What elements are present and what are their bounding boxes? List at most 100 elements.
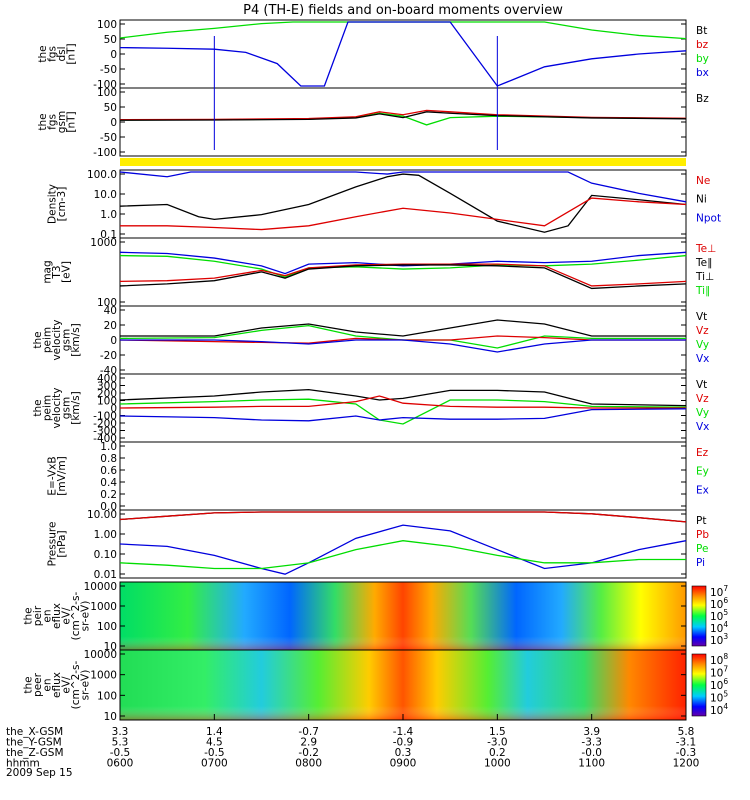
- legend-entry: Ex: [696, 484, 709, 496]
- y-tick-label: -50: [100, 64, 117, 76]
- chart-title: P4 (TH-E) fields and on-board moments ov…: [243, 3, 563, 18]
- y-axis-label-line: peim: [42, 395, 54, 421]
- x-axis-tick-label: 0900: [390, 758, 417, 770]
- y-axis-label-line: [eV]: [61, 261, 73, 283]
- y-axis-label-line: (cm^2-s-: [70, 591, 82, 640]
- x-axis-tick-label: 1.5: [489, 726, 506, 738]
- y-axis-label-line: [nPa]: [56, 530, 68, 557]
- x-axis-tick-label: -0.5: [204, 747, 225, 759]
- legend-entry: Te⊥: [695, 243, 716, 255]
- y-tick-label: 0: [110, 49, 117, 61]
- legend-entry: Ey: [696, 466, 709, 478]
- y-tick-label: 0.4: [100, 477, 117, 489]
- plot-frame: [119, 19, 687, 89]
- y-tick-label: 0.01: [94, 569, 117, 581]
- legend-entry: Npot: [696, 212, 721, 224]
- panel-pressure: 10.00 1.00 0.10 0.01 Pressure[nPa] Pt Pb Pe Pi: [46, 509, 709, 581]
- x-axis-tick-label: 0600: [107, 758, 134, 770]
- series-line: [119, 173, 687, 233]
- legend-entry: Pe: [696, 543, 708, 555]
- y-tick-label: 100.0: [87, 169, 117, 181]
- x-axis-labels: the_X-GSM 3.3 1.4 -0.7 -1.4 1.5 3.9 5.8 the_Y-GS…: [6, 714, 699, 770]
- y-axis-label: E=-VxB[mV/m]: [46, 456, 68, 495]
- y-tick-label: 100: [97, 87, 117, 99]
- x-axis-row-label: the_X-GSM: [6, 726, 63, 738]
- y-axis-label-line: Pressure: [46, 522, 58, 567]
- colorbar-tick-label: 106: [710, 596, 728, 611]
- legend-entry: Bt: [696, 25, 707, 37]
- x-axis-tick-label: 0.3: [395, 747, 412, 759]
- y-tick-label: 100: [97, 297, 117, 309]
- y-axis-label-line: [nT]: [65, 43, 77, 64]
- legend-entry: Vx: [696, 421, 709, 433]
- legend-entry: Vt: [696, 311, 707, 323]
- y-tick-label: 0: [110, 403, 117, 415]
- y-tick-label: 300: [97, 381, 117, 393]
- panel-efield: 1.00.80.60.40.20.0 E=-VxB[mV/m] Ez Ey Ex: [46, 441, 709, 513]
- colorbar-tick-label: 104: [710, 620, 728, 635]
- y-tick-label: 0.8: [100, 453, 117, 465]
- y-tick-label: -100: [93, 79, 117, 91]
- y-tick-label: 200: [97, 388, 117, 400]
- y-tick-label: 0.10: [94, 549, 117, 561]
- y-axis-label-line: peir: [32, 605, 44, 626]
- y-axis-label-line: the: [37, 113, 49, 130]
- x-axis-tick-label: -0.3: [676, 747, 697, 759]
- y-axis-label-line: gsm: [61, 397, 73, 419]
- legend-entry: Ti∥: [695, 285, 710, 297]
- x-axis-tick-label: -3.0: [487, 737, 508, 749]
- series-line: [119, 398, 687, 425]
- colorbar-tick-label: 103: [710, 632, 728, 647]
- series-line: [119, 264, 687, 290]
- y-tick-label: -300: [93, 426, 117, 438]
- y-tick-label: 1.0: [100, 441, 117, 453]
- y-tick-label: 1.00: [94, 529, 117, 541]
- series-line: [119, 324, 686, 349]
- plot-frame: [119, 441, 687, 511]
- y-axis-label-line: the: [32, 331, 44, 348]
- y-tick-label: -50: [100, 132, 117, 144]
- legend-entry: Vy: [696, 339, 709, 351]
- y-tick-label: 1000: [90, 670, 117, 682]
- y-tick-label: 10000: [84, 649, 117, 661]
- colorbar-tick-label: 106: [710, 677, 728, 692]
- y-tick-label: -100: [93, 147, 117, 159]
- y-axis-label-line: fgs: [46, 46, 58, 62]
- y-tick-label: 0.6: [100, 465, 117, 477]
- y-tick-label: 10.0: [94, 189, 117, 201]
- legend-entry: Pi: [696, 557, 705, 569]
- series-line: [119, 254, 687, 278]
- y-tick-label: 100: [97, 396, 117, 408]
- y-tick-label: 40: [104, 305, 117, 317]
- x-axis-tick-label: -0.0: [581, 747, 602, 759]
- legend-entry: Ez: [696, 447, 709, 459]
- y-tick-label: 10: [104, 641, 117, 653]
- x-axis-tick-label: 0800: [295, 758, 322, 770]
- y-tick-label: 20: [104, 320, 117, 332]
- series-line: [119, 395, 686, 409]
- series-line: [119, 408, 687, 422]
- colorbar-tick-label: 105: [710, 608, 728, 623]
- y-axis-label-line: peim: [42, 327, 54, 353]
- panels: 100500-50-100thefgsdsl[nT]Btbzbybx100500…: [23, 19, 729, 723]
- legend-entry: Bz: [696, 93, 709, 105]
- x-axis-row-label: the_Z-GSM: [6, 747, 64, 759]
- series-line: [119, 109, 687, 121]
- y-tick-label: 400: [97, 373, 117, 385]
- y-axis-label-line: (cm^2-s-: [70, 660, 82, 709]
- y-axis-label-line: eV/: [61, 676, 73, 694]
- x-axis-tick-label: 4.5: [206, 737, 223, 749]
- x-axis-tick-label: 1000: [484, 758, 511, 770]
- y-tick-label: 0: [110, 117, 117, 129]
